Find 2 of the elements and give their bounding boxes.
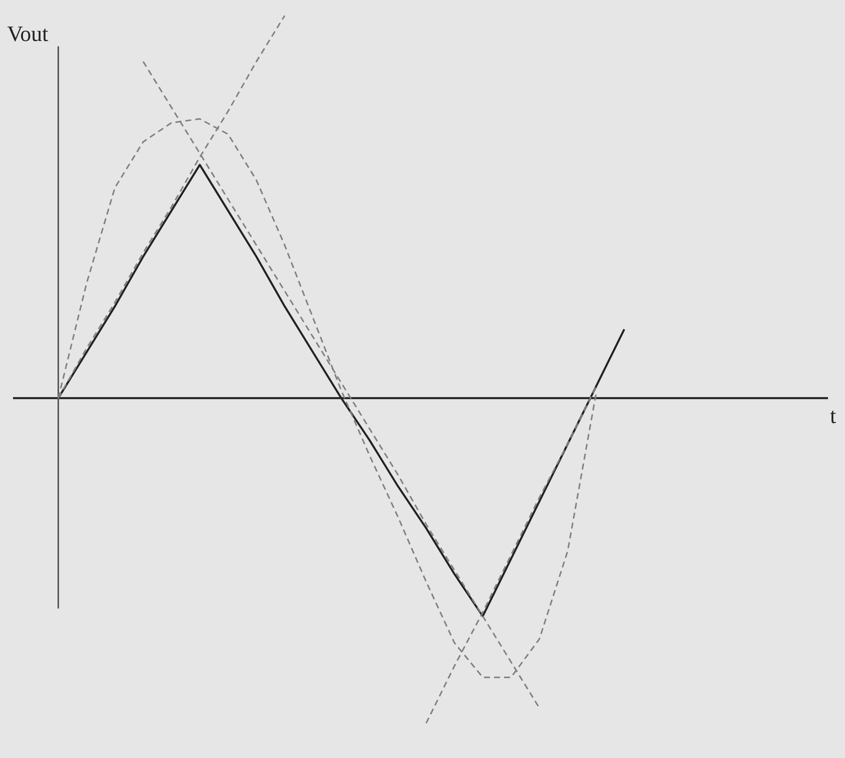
y-axis-title: Vout [7, 21, 48, 46]
text: t [830, 403, 836, 428]
